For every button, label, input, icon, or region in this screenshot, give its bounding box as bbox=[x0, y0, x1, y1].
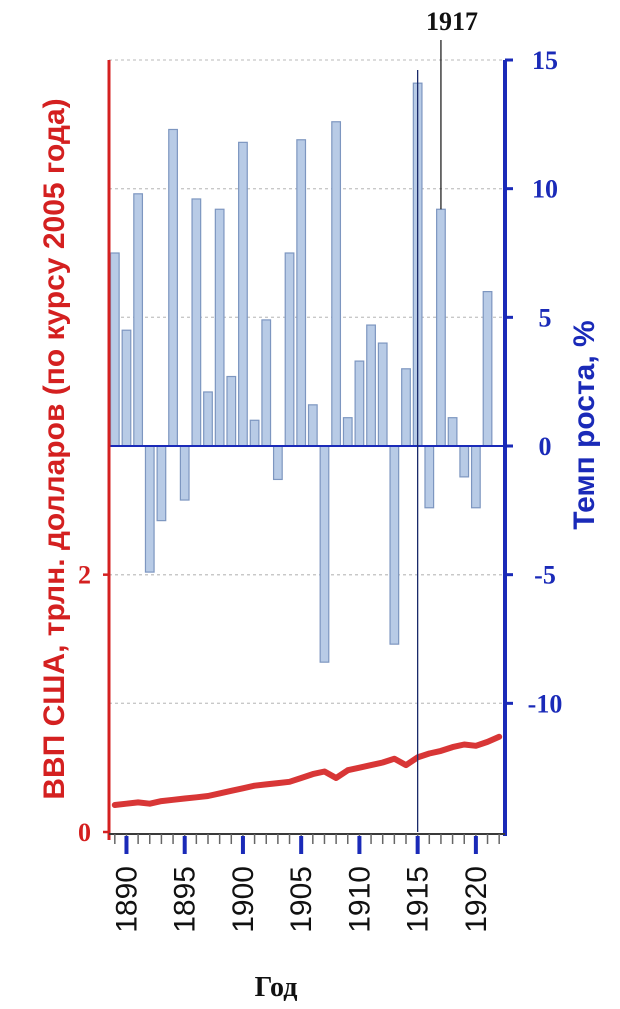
y-right-tick-label--5: -5 bbox=[534, 561, 556, 590]
y-left-tick-label-0: 0 bbox=[78, 818, 91, 847]
bar-1903 bbox=[272, 445, 283, 481]
bar-1900 bbox=[238, 141, 248, 447]
bar-1902 bbox=[261, 319, 272, 447]
bar-1908 bbox=[331, 121, 342, 447]
y-right-tick-label-10: 10 bbox=[532, 175, 558, 204]
bar-1913 bbox=[389, 445, 400, 645]
bar-1892 bbox=[144, 445, 155, 573]
bar-1891 bbox=[133, 193, 144, 447]
bar-1920 bbox=[470, 445, 481, 509]
x-tick-label-1915: 1915 bbox=[402, 866, 435, 933]
x-tick-label-1895: 1895 bbox=[169, 866, 202, 933]
annotation-1917: 1917 bbox=[426, 7, 478, 36]
bar-1912 bbox=[377, 342, 388, 447]
x-axis-label: Год bbox=[255, 972, 298, 1003]
bar-1904 bbox=[284, 252, 295, 447]
bar-1911 bbox=[366, 324, 376, 447]
y-left-tick-label-2: 2 bbox=[78, 561, 91, 590]
bar-1906 bbox=[307, 404, 318, 447]
x-tick-label-1890: 1890 bbox=[110, 866, 143, 933]
y-axis-right-label: Темп роста, % bbox=[568, 320, 601, 529]
bar-1898 bbox=[214, 208, 225, 447]
gdp-line bbox=[111, 733, 503, 808]
y-right-tick-label-0: 0 bbox=[539, 432, 552, 461]
y-right-tick-label-15: 15 bbox=[532, 46, 558, 75]
y-right-tick-label-5: 5 bbox=[539, 303, 552, 332]
bar-1916 bbox=[424, 445, 435, 509]
bar-1896 bbox=[191, 198, 202, 447]
bar-1907 bbox=[319, 445, 330, 663]
bar-1917 bbox=[436, 208, 446, 447]
bar-1895 bbox=[179, 445, 190, 501]
bar-1921 bbox=[482, 291, 493, 447]
bar-1893 bbox=[156, 445, 167, 522]
bar-1899 bbox=[226, 375, 237, 447]
x-tick-label-1920: 1920 bbox=[460, 866, 493, 933]
bar-1894 bbox=[168, 128, 178, 447]
bar-1897 bbox=[203, 391, 213, 447]
labels: ВВП США, трлн. долларов (по курсу 2005 г… bbox=[38, 7, 601, 1003]
bar-1918 bbox=[447, 417, 458, 447]
bar-1909 bbox=[342, 417, 353, 447]
x-tick-label-1910: 1910 bbox=[343, 866, 376, 933]
bar-1889 bbox=[109, 252, 120, 447]
x-tick-label-1905: 1905 bbox=[285, 866, 318, 933]
x-tick-label-1900: 1900 bbox=[227, 866, 260, 933]
gdp-series bbox=[111, 733, 503, 808]
bar-1905 bbox=[296, 139, 307, 447]
y-axis-left-label: ВВП США, трлн. долларов (по курсу 2005 г… bbox=[38, 98, 71, 799]
bar-1901 bbox=[249, 419, 260, 447]
bar-1890 bbox=[121, 329, 132, 447]
y-right-tick-label--10: -10 bbox=[528, 689, 563, 718]
bar-1919 bbox=[459, 445, 470, 478]
bar-1910 bbox=[354, 360, 365, 447]
bar-1914 bbox=[401, 368, 411, 447]
